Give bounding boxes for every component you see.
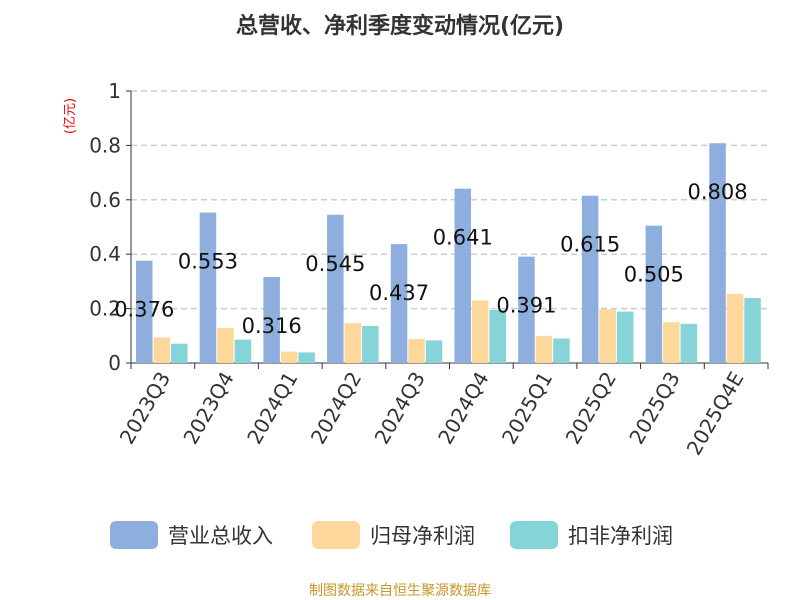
bar-3 [298, 352, 315, 363]
x-tick-label: 2024Q1 [242, 368, 302, 449]
legend-label: 归母净利润 [370, 524, 475, 548]
x-tick-label: 2025Q2 [561, 368, 621, 449]
legend-swatch [312, 521, 360, 549]
bar-1 [199, 212, 217, 363]
bar-3 [680, 323, 698, 363]
bar-1 [581, 195, 599, 363]
bar-2 [217, 327, 234, 363]
y-tick-label: 0.2 [89, 297, 121, 321]
data-label: 0.808 [687, 180, 747, 204]
x-tick-label: 2025Q4E [682, 368, 749, 460]
x-tick-label: 2025Q3 [624, 368, 684, 449]
bar-3 [171, 343, 188, 363]
bar-3 [489, 309, 506, 363]
bar-2 [726, 293, 744, 363]
y-tick-label: 0 [108, 351, 121, 375]
legend-swatch [110, 521, 158, 549]
data-label: 0.553 [178, 250, 238, 274]
bar-2 [153, 337, 170, 363]
x-tick-label: 2024Q2 [306, 368, 366, 449]
bar-3 [234, 339, 252, 363]
bar-3 [744, 297, 761, 363]
y-tick-label: 1 [108, 79, 121, 103]
bar-1 [263, 277, 280, 363]
bar-3 [553, 338, 570, 363]
bar-3 [362, 326, 379, 363]
data-label: 0.505 [624, 263, 684, 287]
bar-2 [472, 300, 489, 363]
bar-3 [616, 311, 634, 363]
data-label: 0.641 [433, 226, 493, 250]
legend-label: 扣非净利润 [568, 524, 673, 548]
footer-source: 制图数据来自恒生聚源数据库 [309, 583, 491, 599]
data-label: 0.316 [242, 314, 302, 338]
x-tick-label: 2024Q3 [370, 368, 430, 449]
bar-1 [136, 260, 153, 363]
x-tick-label: 2023Q4 [178, 368, 238, 449]
legend-swatch [510, 521, 558, 549]
bar-1 [518, 256, 535, 363]
bar-2 [344, 323, 362, 363]
y-axis-label: (亿元) [63, 98, 78, 134]
bar-1 [454, 188, 471, 363]
chart-title: 总营收、净利季度变动情况(亿元) [236, 13, 564, 39]
bar-2 [663, 322, 680, 363]
bar-1 [709, 143, 726, 363]
bar-3 [425, 340, 443, 363]
y-tick-label: 0.8 [89, 133, 121, 157]
y-tick-label: 0.4 [89, 242, 121, 266]
x-tick-label: 2025Q1 [497, 368, 557, 449]
bar-1 [645, 225, 663, 363]
bar-1 [390, 244, 408, 363]
data-label: 0.376 [114, 298, 174, 322]
bar-2 [408, 339, 425, 363]
bar-1 [327, 214, 344, 363]
x-tick-label: 2023Q3 [115, 368, 175, 449]
y-tick-label: 0.6 [89, 188, 121, 212]
data-label: 0.437 [369, 281, 429, 305]
data-label: 0.545 [305, 252, 365, 276]
legend-label: 营业总收入 [168, 524, 273, 548]
data-label: 0.615 [560, 233, 620, 257]
bar-2 [535, 335, 553, 363]
x-tick-label: 2024Q4 [433, 368, 493, 449]
bar-2 [280, 351, 298, 363]
data-label: 0.391 [496, 294, 556, 318]
bar-2 [599, 309, 616, 363]
